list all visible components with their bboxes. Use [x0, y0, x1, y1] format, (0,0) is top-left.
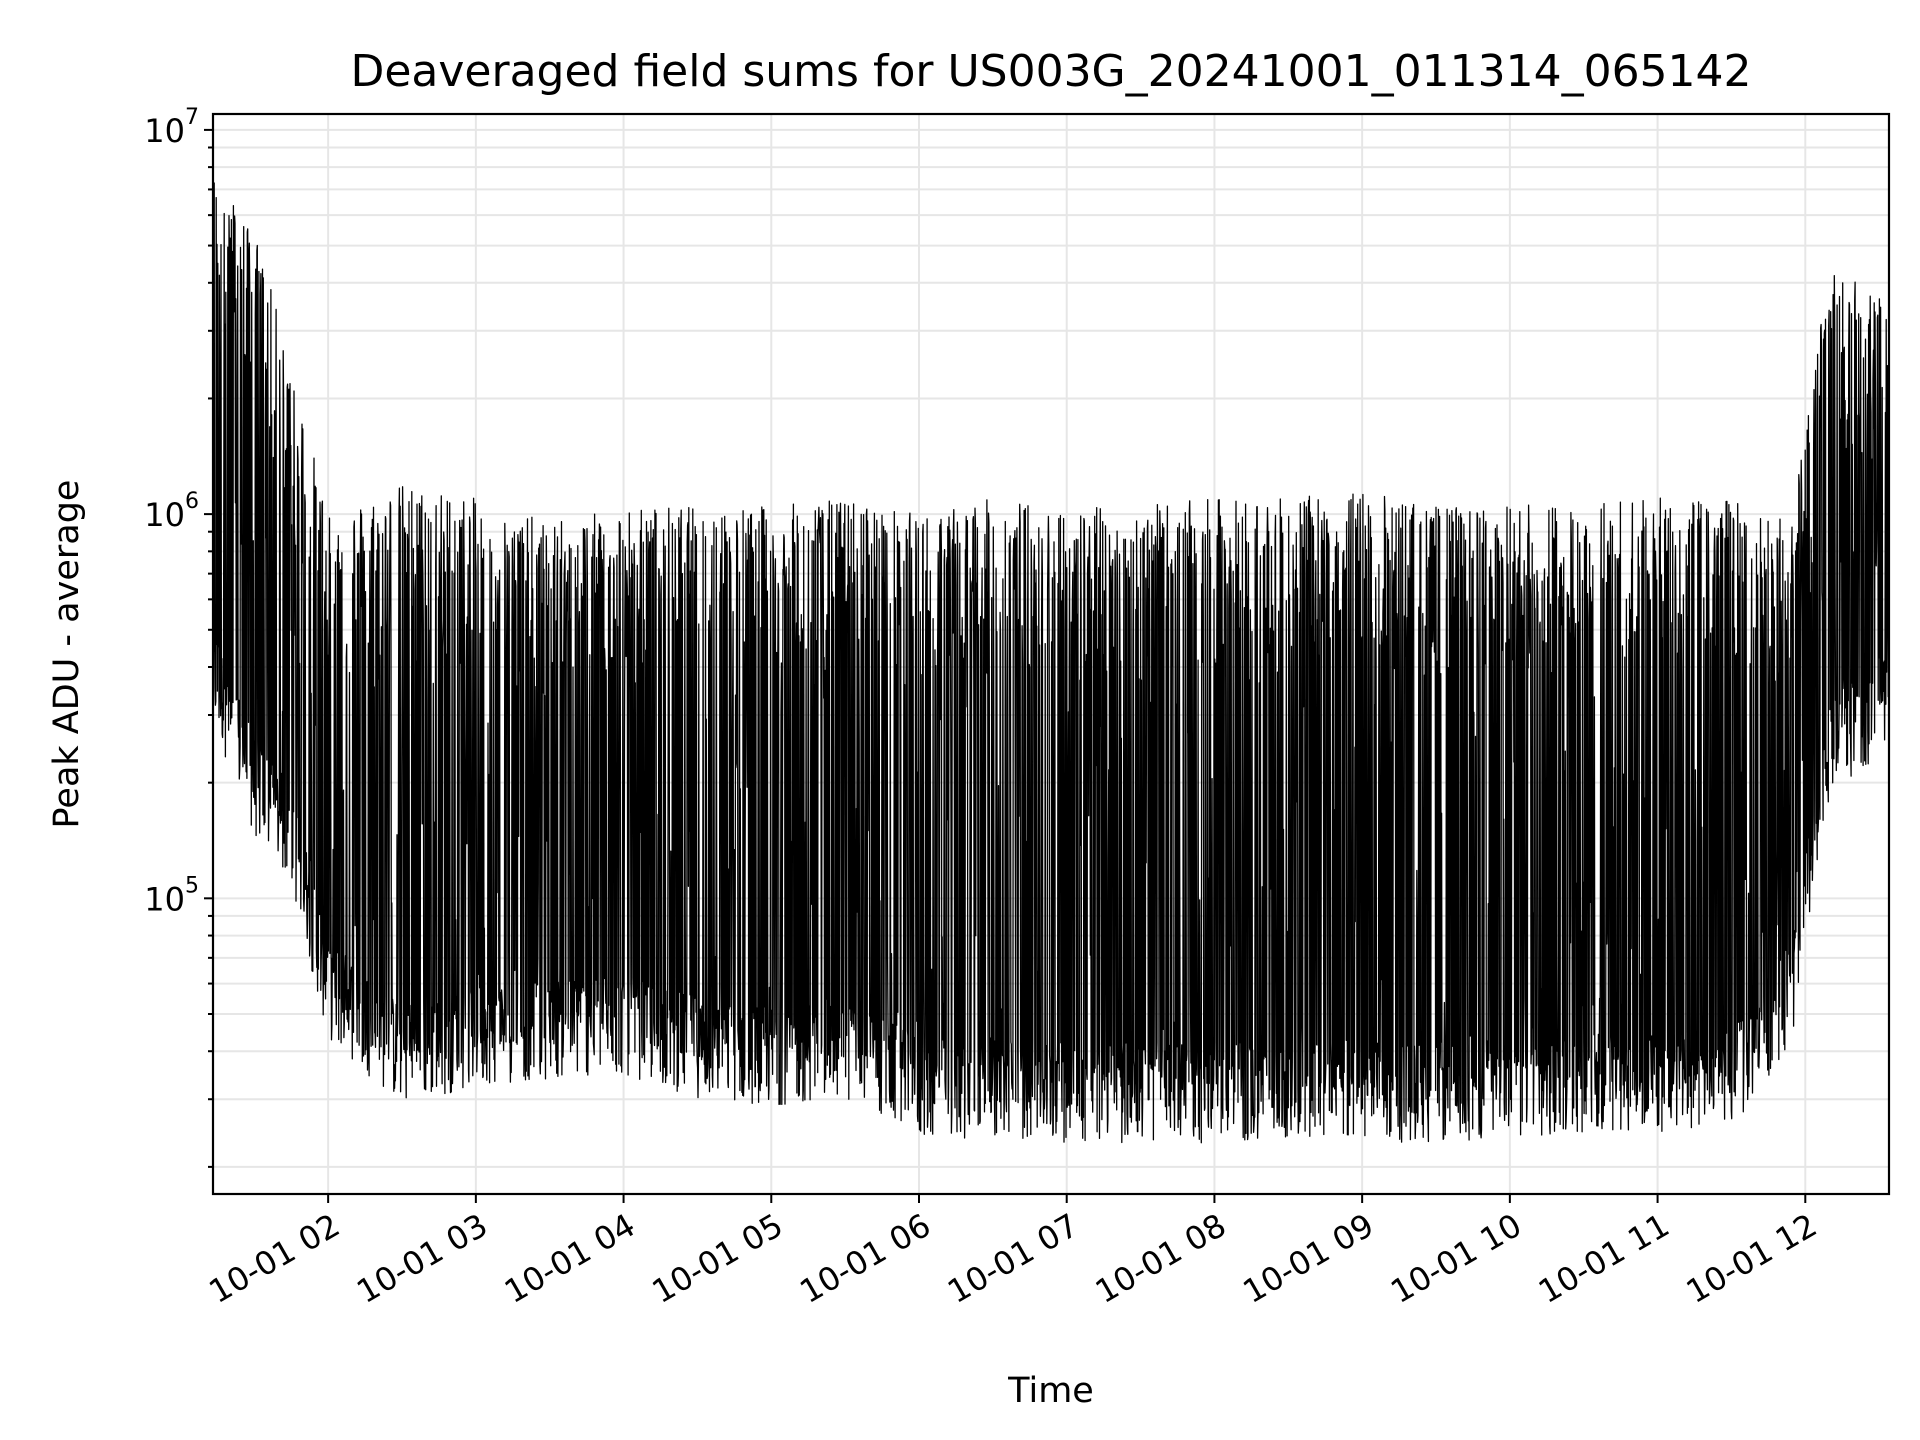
y-tick-label: 107: [144, 105, 199, 150]
x-axis-label: Time: [1007, 1371, 1094, 1411]
y-tick-label: 105: [144, 873, 199, 918]
data-series-line: [213, 182, 1889, 1144]
chart-title: Deaveraged field sums for US003G_2024100…: [350, 46, 1751, 97]
plot-area: [213, 182, 1889, 1144]
axes-frame: [211, 112, 1891, 1196]
y-axis-label: Peak ADU - average: [47, 480, 87, 829]
y-tick-label: 106: [144, 489, 199, 534]
